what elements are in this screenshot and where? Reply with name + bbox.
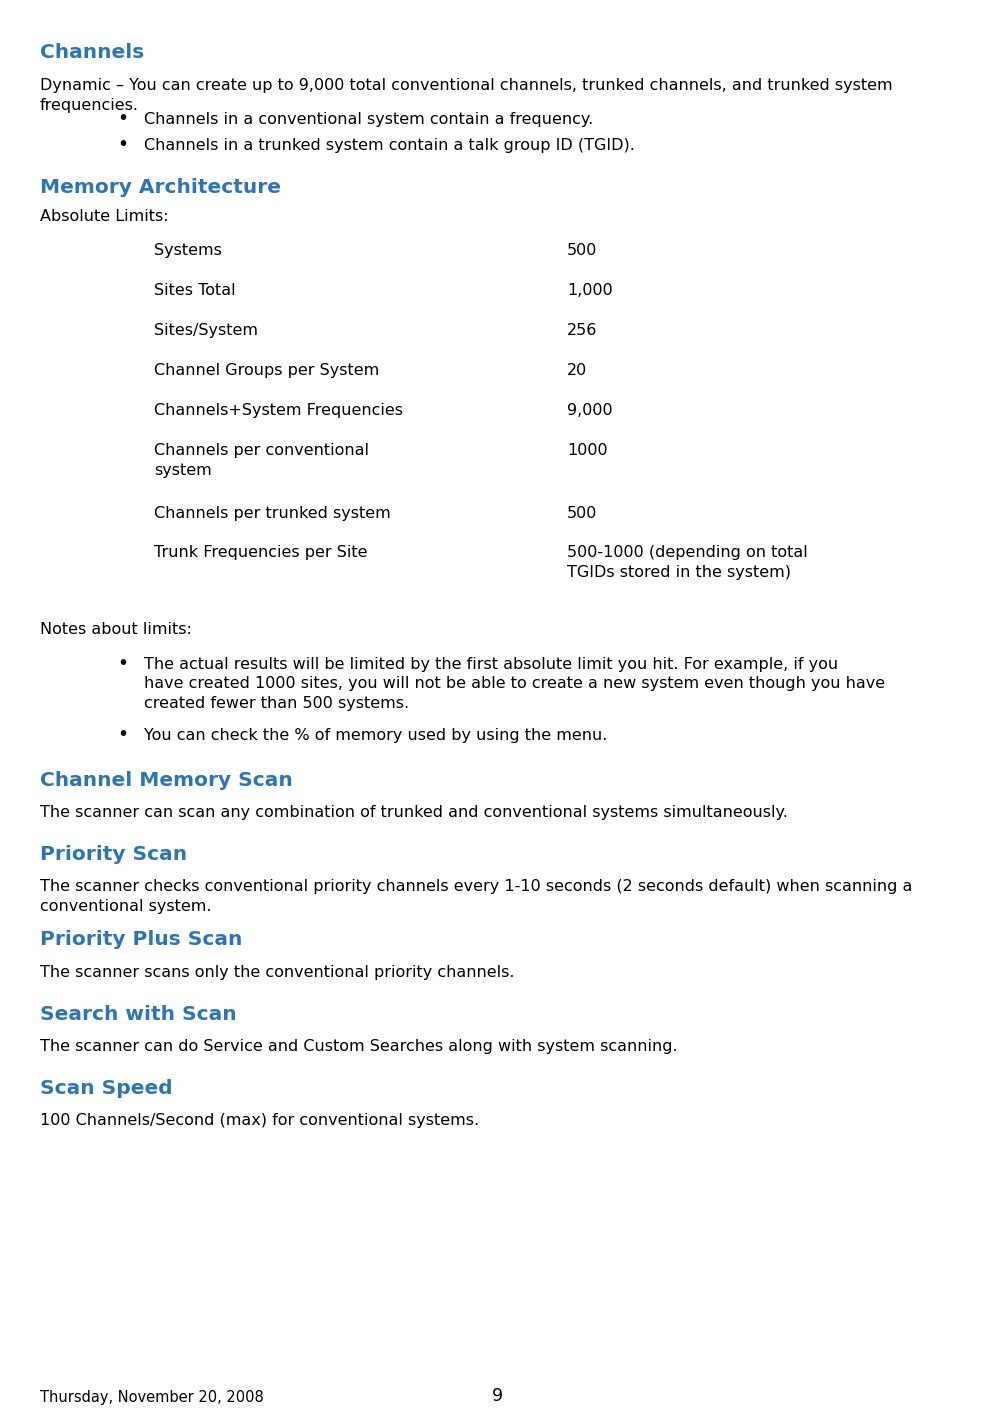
Text: The scanner scans only the conventional priority channels.: The scanner scans only the conventional … (40, 964, 514, 980)
Text: 9: 9 (491, 1387, 503, 1406)
Text: Search with Scan: Search with Scan (40, 1004, 237, 1024)
Text: You can check the % of memory used by using the menu.: You can check the % of memory used by us… (144, 729, 607, 743)
Text: 500-1000 (depending on total
TGIDs stored in the system): 500-1000 (depending on total TGIDs store… (567, 545, 807, 580)
Text: Channels+System Frequencies: Channels+System Frequencies (154, 402, 403, 418)
Text: 500: 500 (567, 244, 597, 258)
Text: Sites Total: Sites Total (154, 282, 236, 298)
Text: 20: 20 (567, 362, 586, 378)
Text: •: • (117, 110, 128, 128)
Text: Systems: Systems (154, 244, 222, 258)
Text: 1,000: 1,000 (567, 282, 612, 298)
Text: 100 Channels/Second (max) for conventional systems.: 100 Channels/Second (max) for convention… (40, 1112, 478, 1128)
Text: 500: 500 (567, 506, 597, 520)
Text: Channels: Channels (40, 43, 144, 63)
Text: Priority Scan: Priority Scan (40, 844, 187, 864)
Text: 256: 256 (567, 324, 597, 338)
Text: Notes about limits:: Notes about limits: (40, 622, 192, 637)
Text: Channel Memory Scan: Channel Memory Scan (40, 770, 292, 790)
Text: Channels per conventional
system: Channels per conventional system (154, 442, 369, 478)
Text: Channels in a trunked system contain a talk group ID (TGID).: Channels in a trunked system contain a t… (144, 138, 634, 153)
Text: Thursday, November 20, 2008: Thursday, November 20, 2008 (40, 1390, 263, 1406)
Text: Scan Speed: Scan Speed (40, 1078, 172, 1098)
Text: The actual results will be limited by the first absolute limit you hit. For exam: The actual results will be limited by th… (144, 656, 885, 712)
Text: Trunk Frequencies per Site: Trunk Frequencies per Site (154, 545, 368, 560)
Text: •: • (117, 653, 128, 673)
Text: Channels per trunked system: Channels per trunked system (154, 506, 391, 520)
Text: Channel Groups per System: Channel Groups per System (154, 362, 379, 378)
Text: Memory Architecture: Memory Architecture (40, 178, 280, 197)
Text: The scanner checks conventional priority channels every 1-10 seconds (2 seconds : The scanner checks conventional priority… (40, 878, 911, 914)
Text: Absolute Limits:: Absolute Limits: (40, 208, 168, 224)
Text: The scanner can do Service and Custom Searches along with system scanning.: The scanner can do Service and Custom Se… (40, 1038, 677, 1054)
Text: 9,000: 9,000 (567, 402, 612, 418)
Text: Channels in a conventional system contain a frequency.: Channels in a conventional system contai… (144, 113, 593, 127)
Text: •: • (117, 135, 128, 154)
Text: Priority Plus Scan: Priority Plus Scan (40, 931, 242, 950)
Text: Dynamic – You can create up to 9,000 total conventional channels, trunked channe: Dynamic – You can create up to 9,000 tot… (40, 78, 892, 113)
Text: 1000: 1000 (567, 442, 607, 458)
Text: The scanner can scan any combination of trunked and conventional systems simulta: The scanner can scan any combination of … (40, 804, 787, 820)
Text: •: • (117, 724, 128, 744)
Text: Sites/System: Sites/System (154, 324, 258, 338)
